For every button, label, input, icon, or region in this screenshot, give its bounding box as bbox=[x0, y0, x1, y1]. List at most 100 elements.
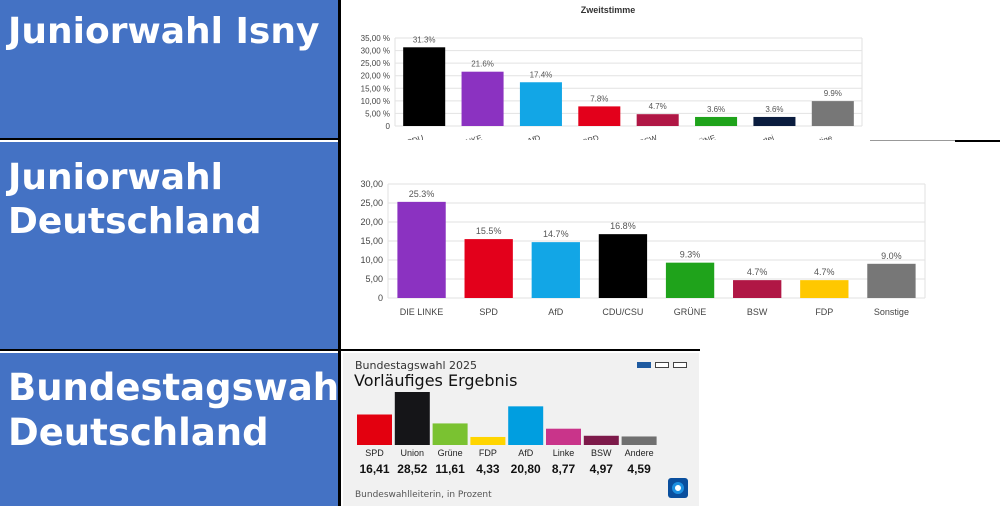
data-label: 15.5% bbox=[476, 226, 502, 236]
y-tick-label: 25,00 % bbox=[361, 59, 390, 68]
chart-title: Vorläufiges Ergebnis bbox=[354, 371, 518, 390]
category-label: Andere bbox=[625, 448, 654, 458]
bar bbox=[461, 71, 504, 126]
y-tick-label: 25,00 bbox=[360, 198, 383, 208]
bar bbox=[665, 262, 715, 298]
panel-label-bundestagswahl: Bundestagswahl Deutschland bbox=[0, 353, 352, 506]
x-tick-label: CDU/CSU bbox=[602, 307, 643, 317]
panel-label-line: Deutschland bbox=[8, 411, 269, 455]
bar bbox=[470, 436, 506, 445]
y-tick-label: 15,00 bbox=[360, 236, 383, 246]
data-label: 4.7% bbox=[747, 267, 768, 277]
data-label: 16.8% bbox=[610, 221, 636, 231]
chart-title: Zweitstimme bbox=[581, 5, 636, 15]
y-tick-label: 35,00 % bbox=[361, 34, 390, 43]
horizontal-divider bbox=[955, 140, 1000, 142]
data-label: 9.9% bbox=[824, 89, 842, 98]
bar bbox=[531, 242, 580, 298]
panel-label-line: Juniorwahl bbox=[8, 157, 223, 198]
data-label: 3.6% bbox=[765, 105, 783, 114]
data-label: 7.8% bbox=[590, 94, 608, 103]
x-tick-label: GRÜNE bbox=[674, 307, 707, 317]
data-label: 17.4% bbox=[530, 70, 553, 79]
bar bbox=[621, 436, 657, 445]
bar bbox=[598, 234, 648, 298]
category-label: Union bbox=[401, 448, 425, 458]
value-label: 4,59 bbox=[627, 462, 651, 476]
x-tick-label: SPD bbox=[479, 307, 498, 317]
x-tick-label: DIE LINKE bbox=[444, 133, 484, 140]
x-tick-label: Sonstige bbox=[874, 307, 909, 317]
view-toggle-button[interactable] bbox=[673, 362, 687, 368]
y-tick-label: 20,00 % bbox=[361, 72, 390, 81]
y-tick-label: 30,00 bbox=[360, 179, 383, 189]
bar bbox=[867, 263, 916, 298]
x-tick-label: AfD bbox=[548, 307, 564, 317]
value-label: 4,33 bbox=[476, 462, 500, 476]
x-tick-label: FDP bbox=[815, 307, 833, 317]
bar bbox=[403, 47, 446, 126]
y-tick-label: 15,00 % bbox=[361, 84, 390, 93]
bar bbox=[753, 116, 796, 126]
bar bbox=[800, 280, 849, 298]
y-tick-label: 5,00 % bbox=[365, 109, 390, 118]
value-label: 11,61 bbox=[435, 462, 465, 476]
category-label: BSW bbox=[591, 448, 612, 458]
x-tick-label: BSW bbox=[747, 307, 768, 317]
value-label: 8,77 bbox=[552, 462, 576, 476]
category-label: AfD bbox=[518, 448, 534, 458]
data-label: 14.7% bbox=[543, 229, 569, 239]
bar bbox=[811, 101, 854, 126]
data-label: 9.3% bbox=[680, 250, 701, 260]
panel-label-line: Juniorwahl Isny bbox=[8, 11, 320, 52]
y-tick-label: 0 bbox=[386, 122, 391, 131]
horizontal-divider bbox=[0, 138, 338, 140]
bar bbox=[397, 201, 446, 298]
category-label: Grüne bbox=[438, 448, 463, 458]
x-tick-label: DIE LINKE bbox=[400, 307, 444, 317]
panel-label-line: Bundestagswahl bbox=[8, 366, 352, 409]
y-tick-label: 5,00 bbox=[365, 274, 383, 284]
x-tick-label: GRÜNE bbox=[686, 133, 716, 140]
bar bbox=[578, 106, 621, 126]
panel-label-line: Deutschland bbox=[8, 200, 262, 242]
ard-result-card: Bundestagswahl 2025 Vorläufiges Ergebnis… bbox=[343, 353, 699, 506]
bar bbox=[432, 423, 468, 445]
y-tick-label: 10,00 % bbox=[361, 97, 390, 106]
x-tick-label: CDU bbox=[406, 133, 425, 140]
chart-juniorwahl-deutschland: 0 5,00 10,00 15,00 20,00 25,00 30,00 25.3% 15.5… bbox=[360, 179, 926, 317]
bar bbox=[519, 82, 562, 126]
value-label: 20,80 bbox=[511, 462, 541, 476]
data-label: 25.3% bbox=[409, 189, 435, 199]
bar bbox=[695, 116, 738, 126]
bar bbox=[357, 414, 392, 445]
chart-header: Bundestagswahl 2025 bbox=[355, 359, 477, 372]
x-tick-label: BSW bbox=[638, 133, 659, 140]
chart-bundestagswahl: SPD Union Grüne FDP AfD Linke BSW Andere 16,41 2… bbox=[357, 392, 657, 476]
horizontal-divider bbox=[0, 349, 700, 351]
panel-label-juniorwahl-deutschland: Juniorwahl Deutschland bbox=[0, 142, 338, 349]
data-label: 31.3% bbox=[413, 35, 436, 44]
data-label: 4.7% bbox=[649, 102, 667, 111]
y-tick-label: 20,00 bbox=[360, 217, 383, 227]
category-label: Linke bbox=[553, 448, 575, 458]
bar bbox=[394, 392, 430, 445]
data-label: 3.6% bbox=[707, 105, 725, 114]
y-tick-label: 30,00 % bbox=[361, 47, 390, 56]
data-label: 21.6% bbox=[471, 60, 494, 69]
bar bbox=[583, 435, 619, 445]
x-tick-label: SPD bbox=[582, 133, 601, 140]
y-tick-label: 0 bbox=[378, 293, 383, 303]
chart-juniorwahl-isny: Zweitstimme 0 5,00 % 10,00 % 15,00 % 20,00 %… bbox=[361, 5, 863, 140]
view-toggle-button[interactable] bbox=[655, 362, 669, 368]
value-label: 16,41 bbox=[359, 462, 389, 476]
tagesschau-logo bbox=[668, 478, 688, 498]
vertical-divider bbox=[338, 0, 341, 506]
y-tick-label: 10,00 bbox=[360, 255, 383, 265]
x-tick-label: AfD bbox=[526, 133, 542, 140]
bar bbox=[508, 406, 544, 445]
x-tick-label: Tierschutzpartei bbox=[718, 133, 775, 140]
view-toggle-button[interactable] bbox=[637, 362, 651, 368]
x-tick-label: Sonstige bbox=[801, 133, 834, 140]
category-label: FDP bbox=[479, 448, 497, 458]
